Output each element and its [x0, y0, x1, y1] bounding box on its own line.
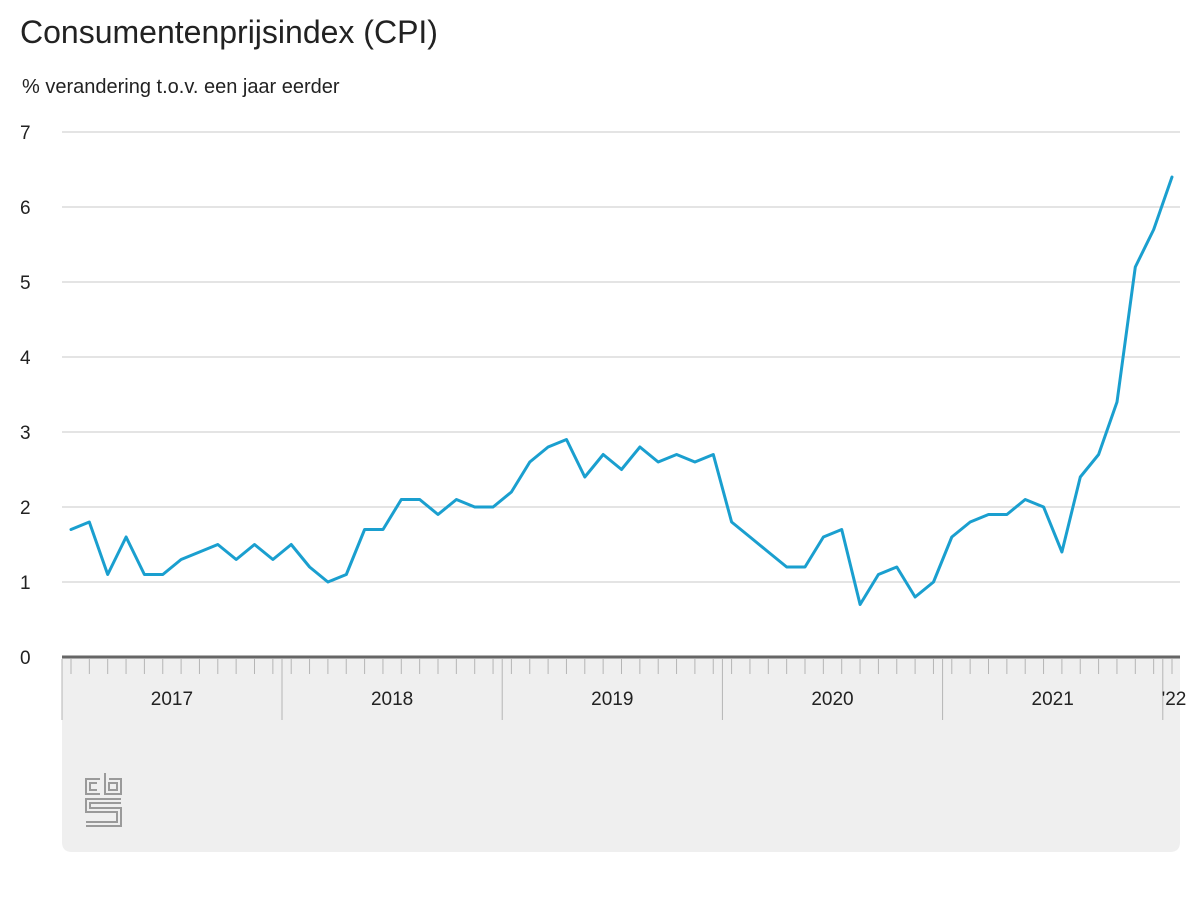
cpi-series-line: [69, 175, 1174, 606]
y-tick-label: 6: [20, 198, 31, 219]
chart-title: Consumentenprijsindex (CPI): [20, 14, 438, 50]
y-tick-label: 2: [20, 498, 31, 519]
chart-subtitle: % verandering t.o.v. een jaar eerder: [22, 76, 340, 98]
y-tick-label: 7: [20, 123, 31, 144]
y-tick-label: 3: [20, 423, 31, 444]
x-year-label: 2019: [591, 689, 633, 710]
y-tick-label: 0: [20, 648, 31, 669]
series-layer: [69, 175, 1174, 606]
x-year-label: 2021: [1032, 689, 1074, 710]
x-year-label: 2018: [371, 689, 413, 710]
logo-stroke: [85, 798, 121, 823]
axis-panel: [62, 657, 1180, 852]
y-tick-label: 4: [20, 348, 31, 369]
y-tick-label: 1: [20, 573, 31, 594]
x-year-label: '22: [1162, 689, 1187, 710]
logo-stroke: [108, 782, 118, 791]
logo-stroke: [85, 778, 100, 795]
logo-stroke: [104, 773, 122, 795]
y-tick-label: 5: [20, 273, 31, 294]
x-axis: 2017 2018 2019 2020 2021 '22: [61, 655, 1187, 720]
x-year-label: 2020: [811, 689, 853, 710]
logo-stroke: [89, 782, 97, 791]
logo-stroke: [86, 802, 122, 827]
y-axis-tick-labels: 0 1 2 3 4 5 6 7: [20, 123, 31, 669]
cbs-logo-icon: [85, 773, 122, 827]
gridlines: [62, 131, 1180, 583]
x-year-label: 2017: [151, 689, 193, 710]
